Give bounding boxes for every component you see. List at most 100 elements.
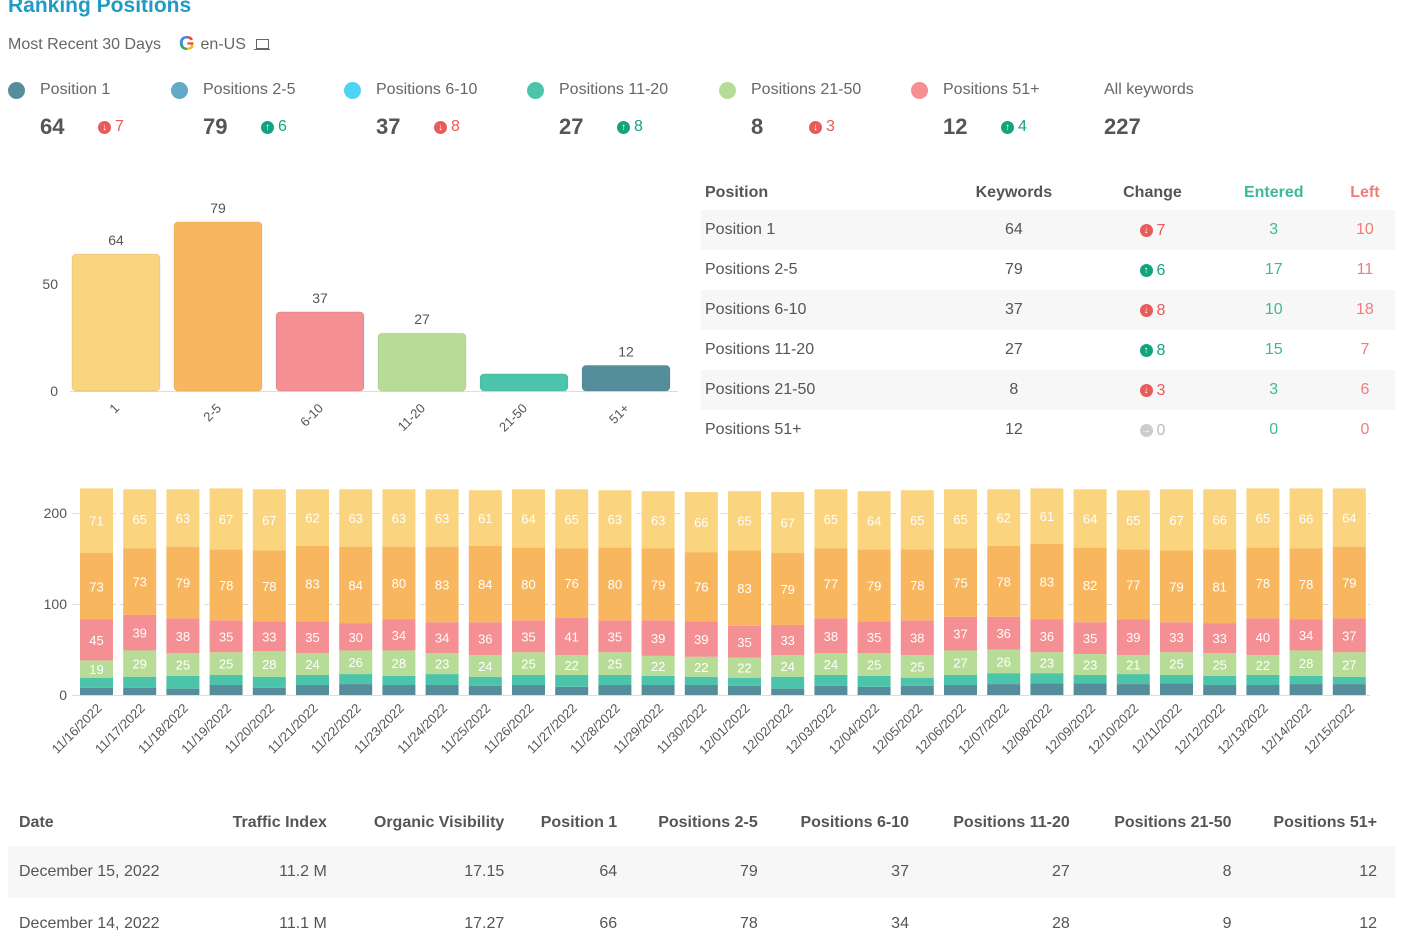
stack-segment[interactable]: [1246, 488, 1280, 548]
stack-segment[interactable]: [555, 654, 589, 675]
stack-segment[interactable]: [296, 653, 329, 675]
stack-segment[interactable]: [944, 489, 977, 549]
stack-segment[interactable]: [1073, 489, 1107, 548]
stack-segment[interactable]: [987, 673, 1021, 685]
stack-segment[interactable]: [771, 492, 805, 554]
stack-segment[interactable]: [857, 675, 891, 687]
stack-segment[interactable]: [1289, 488, 1323, 549]
stack-segment[interactable]: [425, 546, 459, 623]
stack-segment[interactable]: [814, 489, 848, 549]
stack-segment[interactable]: [728, 685, 761, 695]
stack-segment[interactable]: [1160, 683, 1193, 695]
daily-col-header[interactable]: Positions 6-10: [800, 814, 909, 831]
stack-segment[interactable]: [944, 548, 977, 617]
stack-segment[interactable]: [814, 653, 848, 675]
stack-segment[interactable]: [252, 550, 286, 622]
stack-segment[interactable]: [987, 649, 1021, 674]
stack-segment[interactable]: [1116, 684, 1150, 695]
stack-segment[interactable]: [1332, 618, 1366, 653]
stack-segment[interactable]: [425, 653, 459, 675]
stack-segment[interactable]: [641, 655, 675, 676]
stack-segment[interactable]: [1160, 489, 1193, 551]
stack-segment[interactable]: [1030, 683, 1064, 695]
stack-segment[interactable]: [728, 550, 761, 626]
daily-col-header[interactable]: Position 1: [540, 814, 618, 831]
stack-segment[interactable]: [1332, 684, 1366, 695]
stack-segment[interactable]: [1116, 490, 1150, 550]
daily-col-header[interactable]: Traffic Index: [232, 814, 327, 831]
stack-segment[interactable]: [987, 616, 1021, 650]
stack-segment[interactable]: [598, 547, 632, 621]
stack-segment[interactable]: [80, 660, 113, 678]
stack-segment[interactable]: [252, 621, 286, 652]
stack-segment[interactable]: [1203, 653, 1237, 676]
stack-segment[interactable]: [166, 618, 200, 654]
stack-segment[interactable]: [771, 654, 805, 677]
stack-segment[interactable]: [814, 674, 848, 686]
stack-segment[interactable]: [166, 546, 200, 619]
stack-segment[interactable]: [1246, 618, 1280, 655]
stack-segment[interactable]: [468, 654, 502, 677]
stack-segment[interactable]: [1073, 622, 1107, 655]
stack-segment[interactable]: [555, 489, 589, 549]
stack-segment[interactable]: [1289, 650, 1323, 676]
daily-col-header[interactable]: Positions 21-50: [1114, 814, 1232, 831]
bar-21-50[interactable]: [479, 373, 569, 392]
stack-segment[interactable]: [1246, 547, 1280, 619]
stack-segment[interactable]: [512, 684, 545, 695]
stack-segment[interactable]: [1030, 488, 1064, 544]
stack-segment[interactable]: [339, 489, 373, 547]
col-keywords[interactable]: Keywords: [975, 184, 1053, 201]
stack-segment[interactable]: [728, 491, 761, 551]
stack-segment[interactable]: [252, 651, 286, 677]
stack-segment[interactable]: [1332, 546, 1366, 619]
stack-segment[interactable]: [1030, 652, 1064, 674]
stack-segment[interactable]: [857, 653, 891, 676]
stack-segment[interactable]: [468, 685, 502, 695]
stack-segment[interactable]: [598, 652, 632, 675]
bar-11-20[interactable]: [377, 332, 467, 392]
stack-segment[interactable]: [641, 684, 675, 695]
daily-col-header[interactable]: Organic Visibility: [373, 814, 505, 831]
stack-segment[interactable]: [684, 676, 718, 685]
stack-segment[interactable]: [555, 674, 589, 687]
stack-segment[interactable]: [1116, 654, 1150, 675]
stack-segment[interactable]: [900, 654, 934, 678]
stack-segment[interactable]: [555, 686, 589, 695]
stack-segment[interactable]: [1030, 619, 1064, 653]
stack-segment[interactable]: [1246, 684, 1280, 695]
stack-segment[interactable]: [123, 614, 157, 651]
bar-51+[interactable]: [581, 364, 671, 392]
stack-segment[interactable]: [339, 546, 373, 624]
stack-segment[interactable]: [339, 623, 373, 651]
stack-segment[interactable]: [512, 652, 545, 675]
stack-segment[interactable]: [1332, 652, 1366, 677]
stack-segment[interactable]: [555, 617, 589, 655]
stack-segment[interactable]: [80, 677, 113, 688]
stack-segment[interactable]: [1203, 675, 1237, 685]
stack-segment[interactable]: [512, 674, 545, 685]
stack-segment[interactable]: [1289, 684, 1323, 695]
col-position[interactable]: Position: [705, 184, 769, 201]
stack-segment[interactable]: [123, 687, 157, 695]
stack-segment[interactable]: [598, 620, 632, 653]
stack-segment[interactable]: [857, 549, 891, 622]
stack-segment[interactable]: [555, 548, 589, 618]
stack-segment[interactable]: [1073, 654, 1107, 675]
stack-segment[interactable]: [728, 677, 761, 686]
stack-segment[interactable]: [1203, 684, 1237, 695]
stack-segment[interactable]: [80, 687, 113, 695]
daily-col-header[interactable]: Positions 2-5: [658, 814, 758, 831]
bar-6-10[interactable]: [275, 311, 365, 392]
stack-segment[interactable]: [209, 684, 243, 695]
stack-segment[interactable]: [944, 616, 977, 651]
daily-col-header[interactable]: Date: [19, 814, 54, 831]
stack-segment[interactable]: [425, 674, 459, 685]
stack-segment[interactable]: [1332, 676, 1366, 685]
stack-segment[interactable]: [468, 676, 502, 686]
stack-segment[interactable]: [944, 650, 977, 675]
stack-segment[interactable]: [944, 684, 977, 695]
stack-segment[interactable]: [857, 491, 891, 550]
stack-segment[interactable]: [80, 553, 113, 620]
stack-segment[interactable]: [1203, 549, 1237, 624]
